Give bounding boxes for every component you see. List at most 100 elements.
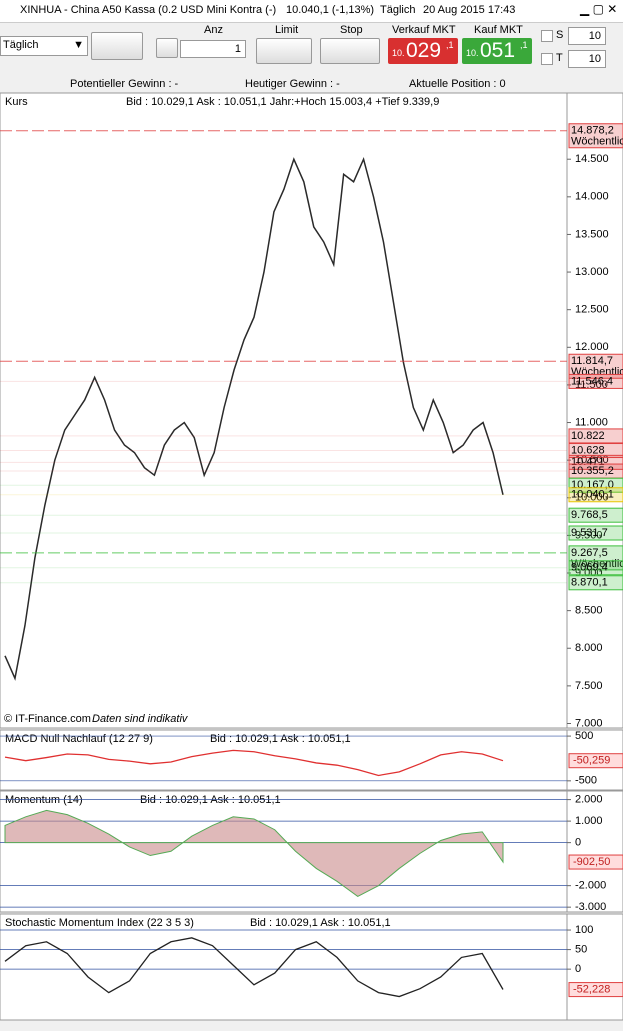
qty-label: Anz bbox=[204, 24, 223, 36]
window-title: XINHUA - China A50 Kassa (0.2 USD Mini K… bbox=[20, 4, 277, 16]
last-value-box bbox=[568, 854, 623, 870]
y-tick-label: 50 bbox=[575, 944, 587, 956]
y-tick-label: 12.000 bbox=[575, 341, 609, 353]
price-label-sub: Wöchentlich bbox=[571, 366, 623, 378]
window-price: 10.040,1 (-1,13%) bbox=[286, 4, 375, 16]
y-tick-label: -3.000 bbox=[575, 901, 606, 913]
sell-frac: ,1 bbox=[446, 40, 454, 50]
y-tick-label: 13.500 bbox=[575, 228, 609, 240]
price-label-box bbox=[568, 454, 623, 470]
price-label-sub: Wöchentlich bbox=[571, 136, 623, 148]
panel-info: Bid : 10.029,1 Ask : 10.051,1 bbox=[250, 917, 391, 929]
limit-label: Limit bbox=[275, 24, 299, 36]
sell-button[interactable]: 10. 029 ,1 bbox=[388, 38, 458, 64]
y-tick-label: 500 bbox=[575, 730, 593, 742]
price-label: 11.546,4 bbox=[571, 375, 613, 387]
axis-background bbox=[566, 92, 623, 729]
s-checkbox[interactable] bbox=[541, 30, 553, 42]
position: Aktuelle Position : 0 bbox=[409, 78, 506, 90]
t-input[interactable]: 10 bbox=[568, 50, 606, 68]
t-checkbox[interactable] bbox=[541, 53, 553, 65]
window-datetime: 20 Aug 2015 17:43 bbox=[423, 4, 516, 16]
y-tick-label: 7.500 bbox=[575, 680, 603, 692]
y-tick-label: 2.000 bbox=[575, 794, 603, 806]
price-label-box bbox=[568, 373, 623, 389]
last-value-box bbox=[568, 982, 623, 998]
y-tick-label: -500 bbox=[575, 775, 597, 787]
buy-frac: ,1 bbox=[520, 40, 528, 50]
data-note: Daten sind indikativ bbox=[92, 713, 189, 725]
panel-info: Bid : 10.029,1 Ask : 10.051,1 Jahr:+Hoch… bbox=[126, 96, 439, 108]
y-tick-label: 8.000 bbox=[575, 642, 603, 654]
panel-background bbox=[0, 790, 568, 913]
panel-title: MACD Null Nachlauf (12 27 9) bbox=[5, 733, 153, 745]
last-value-box bbox=[568, 753, 623, 769]
y-tick-label: 11.500 bbox=[575, 379, 608, 391]
price-label-box bbox=[568, 477, 623, 493]
price-label: 14.878,2 bbox=[571, 125, 614, 137]
last-value-label: -50,259 bbox=[573, 755, 610, 767]
last-value-label: -902,50 bbox=[573, 856, 610, 868]
y-tick-label: 12.500 bbox=[575, 304, 609, 316]
y-tick-label: 1.000 bbox=[575, 815, 603, 827]
y-tick-label: -2.000 bbox=[575, 880, 606, 892]
s-label: S bbox=[556, 29, 564, 41]
line bbox=[4, 937, 504, 998]
buy-button[interactable]: 10. 051 ,1 bbox=[462, 38, 532, 64]
panel-background bbox=[0, 729, 568, 791]
copyright: © IT-Finance.com bbox=[4, 713, 91, 725]
price-label-box bbox=[568, 123, 623, 149]
window-period: Täglich bbox=[380, 4, 416, 16]
price-label-box bbox=[568, 443, 623, 459]
y-tick-label: 10.000 bbox=[575, 492, 609, 504]
axis-background bbox=[566, 913, 623, 1021]
line bbox=[4, 749, 504, 777]
price-label: 9.768,5 bbox=[571, 509, 608, 521]
stop-label: Stop bbox=[340, 24, 363, 36]
today-gain: Heutiger Gewinn : - bbox=[245, 78, 340, 90]
timeframe-select[interactable]: Täglich ▼ bbox=[0, 36, 88, 56]
limit-button[interactable] bbox=[256, 38, 312, 64]
price-label: 10.355,2 bbox=[571, 465, 614, 477]
timeframe-text: Täglich bbox=[3, 39, 39, 51]
buy-small: 10. bbox=[466, 48, 479, 58]
y-tick-label: 0 bbox=[575, 837, 581, 849]
s-input[interactable]: 10 bbox=[568, 27, 606, 45]
price-label: 8.870,1 bbox=[571, 577, 608, 589]
y-tick-label: 8.500 bbox=[575, 605, 603, 617]
price-label: 9.267,5 bbox=[571, 547, 608, 559]
sell-big: 029 bbox=[406, 39, 442, 62]
price-label-box bbox=[568, 507, 623, 523]
price-label: 10.471 bbox=[571, 456, 605, 468]
y-tick-label: 11.000 bbox=[575, 416, 608, 428]
stop-button[interactable] bbox=[320, 38, 380, 64]
price-label-box bbox=[568, 560, 623, 576]
y-tick-label: 100 bbox=[575, 924, 593, 936]
potential-gain: Potentieller Gewinn : - bbox=[70, 78, 179, 90]
price-label: 9.531,7 bbox=[571, 527, 608, 539]
buy-label: Kauf MKT bbox=[474, 24, 523, 36]
price-label-box bbox=[568, 575, 623, 591]
title-bar: XINHUA - China A50 Kassa (0.2 USD Mini K… bbox=[0, 0, 623, 23]
price-label: 10.040,1 bbox=[571, 489, 614, 501]
price-label-box bbox=[568, 428, 623, 444]
y-tick-label: 14.500 bbox=[575, 153, 609, 165]
y-tick-label: 0 bbox=[575, 963, 581, 975]
qty-input[interactable]: 1 bbox=[180, 40, 246, 58]
panel-title: Kurs bbox=[5, 96, 28, 108]
panel-info: Bid : 10.029,1 Ask : 10.051,1 bbox=[210, 733, 351, 745]
settings-button[interactable] bbox=[156, 38, 178, 58]
panel-title: Stochastic Momentum Index (22 3 5 3) bbox=[5, 917, 194, 929]
chart-type-button[interactable] bbox=[91, 32, 143, 60]
panel-background bbox=[0, 92, 568, 729]
y-tick-label: 7.000 bbox=[575, 717, 603, 729]
window-controls[interactable]: ▁ ▢ ✕ bbox=[580, 2, 618, 16]
buy-big: 051 bbox=[480, 39, 516, 62]
price-label-box bbox=[568, 545, 623, 571]
price-label: 9.069,4 bbox=[571, 562, 608, 574]
t-label: T bbox=[556, 52, 563, 64]
y-tick-label: 9.500 bbox=[575, 529, 603, 541]
panel-background bbox=[0, 913, 568, 1021]
